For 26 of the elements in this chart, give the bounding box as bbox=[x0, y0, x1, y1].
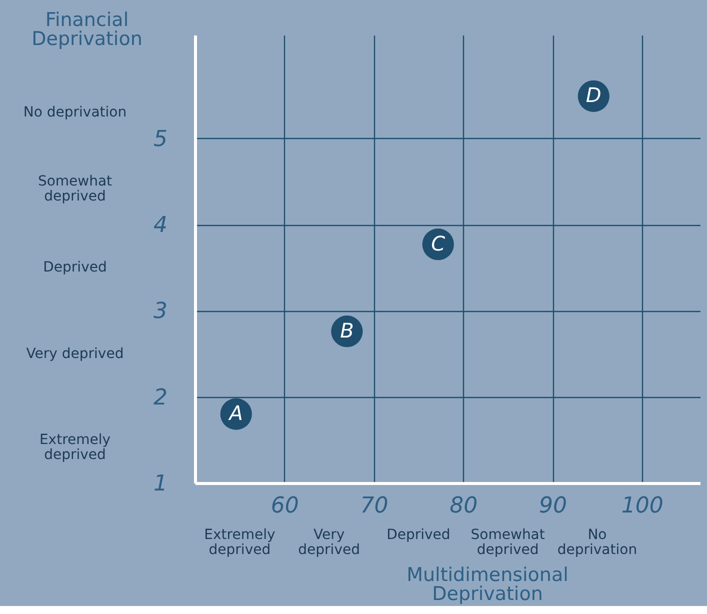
text: No deprivation bbox=[23, 104, 127, 121]
text: Deprived bbox=[386, 527, 450, 543]
y-tick-label: 1 bbox=[154, 472, 168, 496]
x-axis-title: Multidimensional Deprivation bbox=[406, 564, 568, 605]
series-label: D bbox=[586, 83, 602, 108]
x-tick-label: 70 bbox=[360, 494, 388, 518]
series-label: C bbox=[431, 231, 446, 256]
text: No deprivation bbox=[557, 527, 638, 558]
text: Very deprived bbox=[298, 527, 360, 558]
series-label: A bbox=[227, 401, 243, 426]
text: Deprived bbox=[43, 260, 107, 276]
x-tick-label: 80 bbox=[450, 494, 478, 518]
y-tick-label: 5 bbox=[154, 126, 168, 152]
text: Very deprived bbox=[26, 346, 124, 362]
y-tick-label: 4 bbox=[154, 213, 168, 238]
y-tick-label: 3 bbox=[154, 299, 168, 324]
text: Somewhat deprived bbox=[38, 173, 113, 204]
x-tick-label: 100 bbox=[621, 494, 664, 518]
y-axis-title: Financial Deprivation bbox=[32, 9, 142, 50]
x-tick-label: 60 bbox=[270, 494, 299, 518]
text: Extremely deprived bbox=[204, 527, 276, 558]
x-tick-label: 90 bbox=[539, 494, 568, 518]
y-tick-label: 2 bbox=[154, 385, 168, 410]
text: Somewhat deprived bbox=[470, 527, 546, 558]
series-label: B bbox=[340, 318, 354, 342]
text: Extremely deprived bbox=[39, 432, 111, 463]
